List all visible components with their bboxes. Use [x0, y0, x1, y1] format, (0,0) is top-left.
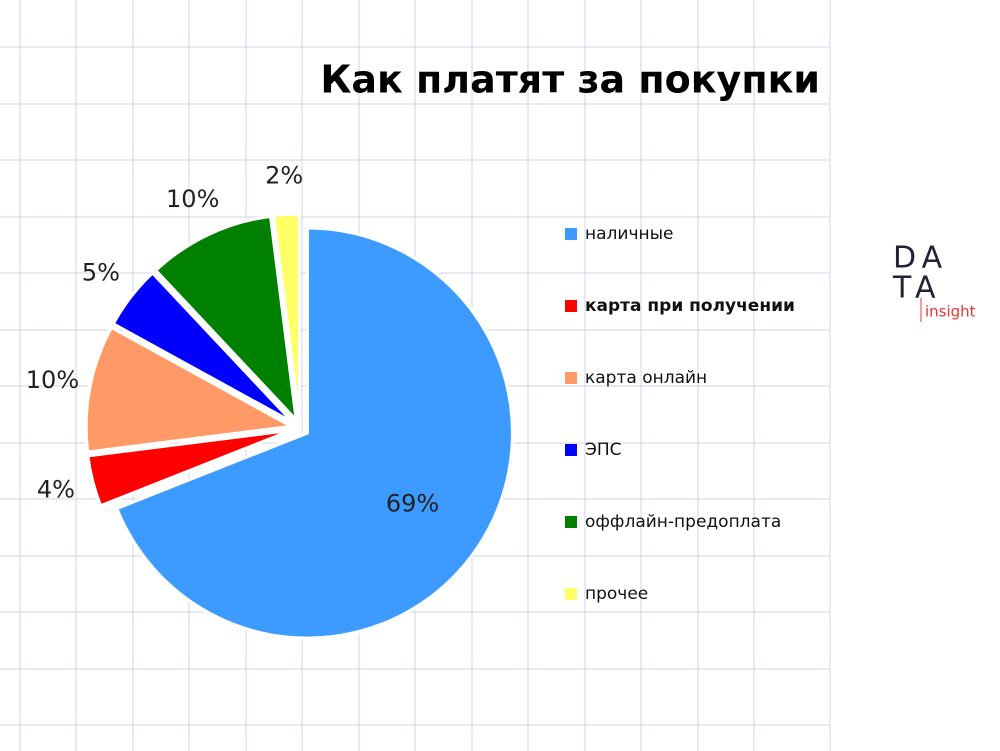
logo-text: TA [892, 271, 942, 306]
pie-slice [84, 325, 296, 454]
legend-swatch [565, 228, 577, 240]
pie-slice [114, 226, 514, 640]
pie-slice [272, 212, 301, 420]
legend-swatch [565, 588, 577, 600]
data-label: 5% [82, 259, 120, 287]
data-label: 10% [26, 366, 79, 394]
legend-label: ЭПС [585, 440, 622, 460]
legend-swatch [565, 444, 577, 456]
logo: DA TA insight [892, 241, 976, 322]
chart-title: Как платят за покупки [320, 58, 820, 102]
data-label: 10% [166, 185, 219, 213]
legend-label: оффлайн-предоплата [585, 512, 781, 532]
data-label: 69% [386, 489, 439, 517]
legend-label: наличные [585, 224, 674, 244]
logo-sub: insight [925, 303, 976, 321]
logo-text: DA [893, 241, 948, 276]
legend: наличные карта при получении карта онлайн Э… [565, 224, 795, 604]
pie-slice [111, 270, 294, 424]
legend-label: карта при получении [585, 296, 795, 316]
legend-swatch [565, 372, 577, 384]
legend-swatch [565, 516, 577, 528]
data-label: 4% [37, 476, 75, 504]
legend-swatch [565, 300, 577, 312]
data-label: 2% [265, 161, 303, 189]
pie-slice [153, 214, 299, 425]
pie: 69% 4% 10% 5% 10% 2% [26, 161, 514, 640]
legend-label: карта онлайн [585, 368, 707, 388]
legend-label: прочее [585, 584, 648, 604]
pie-slice [86, 428, 292, 508]
